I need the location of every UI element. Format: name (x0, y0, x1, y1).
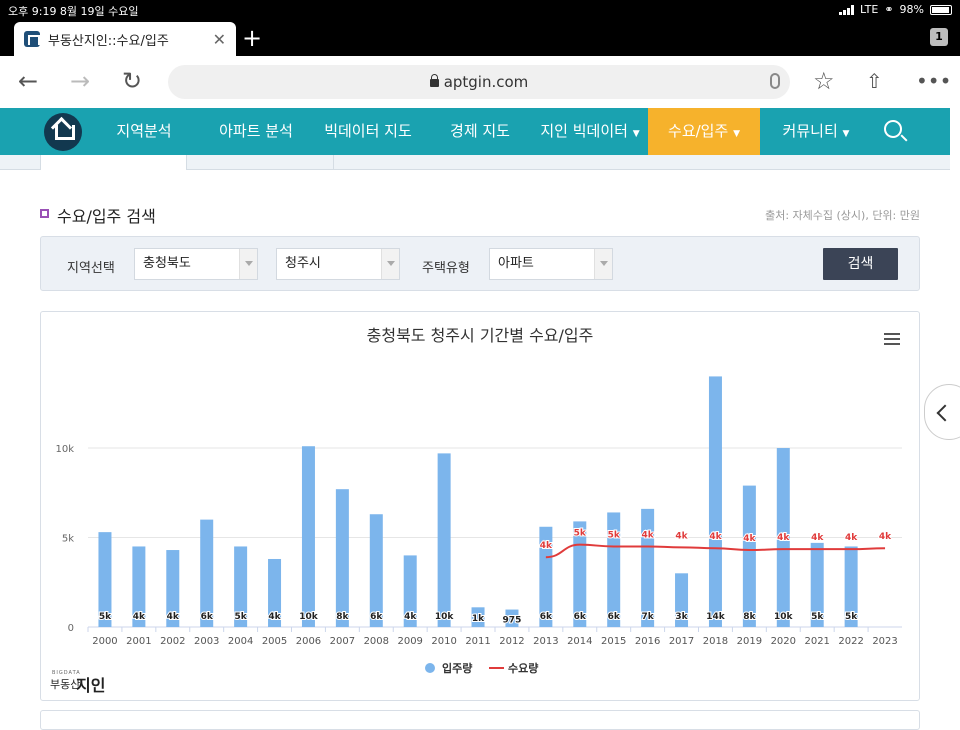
site-favicon-icon (24, 31, 40, 47)
chevron-down-icon: ▼ (733, 129, 740, 139)
battery-percent: 98% (899, 3, 924, 16)
dropdown-arrow-icon (381, 249, 399, 279)
status-time-date: 오후 9:19 8월 19일 수요일 (8, 5, 139, 18)
region-label: 지역선택 (67, 261, 115, 276)
new-tab-icon[interactable]: + (242, 24, 263, 52)
nav-apartment-analysis[interactable]: 아파트 분석 (206, 108, 306, 155)
side-panel-toggle[interactable] (924, 384, 960, 440)
status-bar: 오후 9:19 8월 19일 수요일 LTE ⚭ 98% (0, 0, 960, 20)
signal-icon (839, 4, 855, 15)
sub-tab-active[interactable] (40, 155, 187, 170)
browser-tab[interactable]: 부동산지인::수요/입주 ✕ (14, 22, 236, 56)
sub-tab-bar (0, 155, 950, 170)
nav-label: 지인 빅데이터 (540, 122, 628, 140)
housing-type-label: 주택유형 (422, 261, 470, 276)
nav-community[interactable]: 커뮤니티 ▼ (768, 108, 864, 155)
province-value: 충청북도 (143, 256, 191, 271)
tab-count-button[interactable]: 1 (930, 28, 948, 46)
nav-economy-map[interactable]: 경제 지도 (440, 108, 520, 155)
nav-bigdata-map[interactable]: 빅데이터 지도 (316, 108, 420, 155)
dropdown-arrow-icon (239, 249, 257, 279)
footer-logo-tag: BIGDATA (52, 670, 81, 676)
url-text: aptgin.com (443, 73, 529, 91)
back-arrow-icon[interactable]: ← (18, 67, 39, 95)
site-navigation: 지역분석 아파트 분석 빅데이터 지도 경제 지도 지인 빅데이터 ▼ 수요/입… (0, 108, 950, 155)
search-button[interactable]: 검색 (823, 248, 898, 280)
nav-label: 수요/입주 (668, 122, 729, 140)
battery-icon (930, 4, 952, 15)
nav-label: 경제 지도 (450, 122, 510, 140)
footer-logo: BIGDATA 부동산 지인 (50, 670, 110, 695)
chart-menu-icon[interactable] (884, 333, 900, 345)
next-panel (40, 710, 920, 730)
bookmark-star-icon[interactable]: ☆ (813, 67, 835, 95)
site-logo-icon[interactable] (44, 113, 82, 151)
browser-tab-strip: 부동산지인::수요/입주 ✕ (0, 20, 960, 56)
footer-logo-brand: 지인 (76, 676, 106, 695)
status-indicators: LTE ⚭ 98% (839, 3, 952, 16)
reload-icon[interactable]: ↻ (122, 67, 143, 95)
sub-tab-inactive[interactable] (187, 155, 334, 170)
address-bar[interactable]: aptgin.com (168, 65, 790, 99)
nav-region-analysis[interactable]: 지역분석 (100, 108, 188, 155)
microphone-icon[interactable] (770, 73, 780, 89)
share-icon[interactable]: ⇧ (866, 69, 883, 93)
nav-jiin-bigdata[interactable]: 지인 빅데이터 ▼ (534, 108, 646, 155)
section-marker-icon (40, 209, 49, 218)
housing-type-select[interactable]: 아파트 (489, 248, 613, 280)
nav-label: 지역분석 (116, 122, 172, 140)
city-select[interactable]: 청주시 (276, 248, 400, 280)
nav-demand-supply[interactable]: 수요/입주 ▼ (648, 108, 760, 155)
chevron-down-icon: ▼ (842, 129, 850, 139)
more-menu-icon[interactable]: ••• (916, 69, 952, 93)
nav-label: 커뮤니티 (782, 122, 838, 140)
dropdown-arrow-icon (594, 249, 612, 279)
province-select[interactable]: 충청북도 (134, 248, 258, 280)
browser-toolbar: ← → ↻ aptgin.com ☆ ⇧ ••• (0, 56, 960, 108)
close-tab-icon[interactable]: ✕ (212, 29, 226, 49)
lock-icon (429, 74, 439, 87)
section-title: 수요/입주 검색 (57, 207, 156, 226)
city-value: 청주시 (285, 256, 321, 271)
chart-panel (40, 311, 920, 701)
network-label: LTE (860, 3, 879, 16)
nav-label: 빅데이터 지도 (324, 122, 412, 140)
nav-label: 아파트 분석 (219, 122, 293, 140)
tab-title: 부동산지인::수요/입주 (48, 33, 169, 49)
housing-type-value: 아파트 (498, 256, 534, 271)
chevron-down-icon: ▼ (632, 129, 640, 139)
source-note: 출처: 자체수집 (상시), 단위: 만원 (765, 209, 920, 222)
search-filter-bar: 지역선택 충청북도 청주시 주택유형 아파트 검색 (40, 236, 920, 291)
forward-arrow-icon[interactable]: → (70, 67, 91, 95)
search-icon[interactable] (884, 120, 902, 138)
footer-logo-name: 부동산 (50, 678, 81, 691)
headphones-icon: ⚭ (884, 3, 894, 16)
